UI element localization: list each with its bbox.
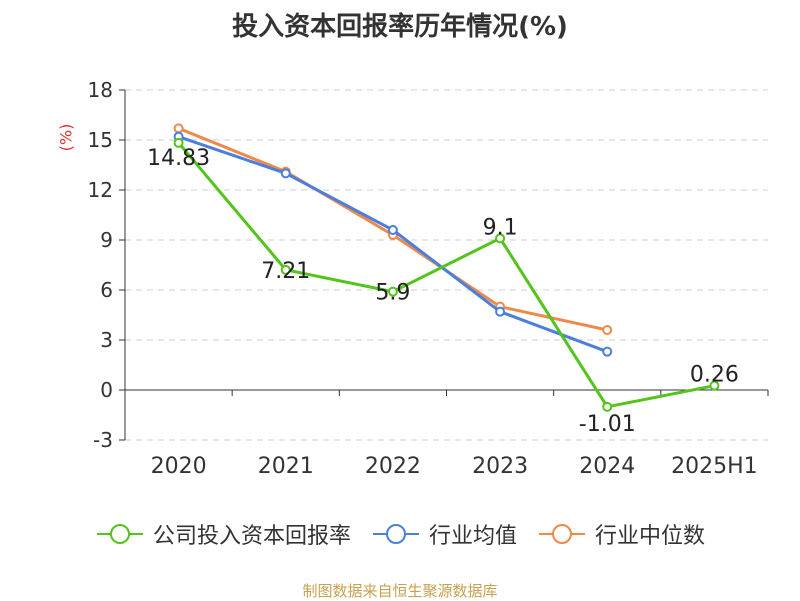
- x-tick-label: 2022: [365, 454, 421, 479]
- data-point: [495, 233, 506, 244]
- line-chart: -3 0 3 6 9 12 15 18 2020 2021 2022 2023 2024 2025H1 1…: [88, 78, 769, 479]
- series-line: [178, 135, 608, 354]
- legend-swatch-icon: [539, 524, 585, 544]
- y-tick-label: 18: [88, 78, 113, 102]
- x-tick-label: 2021: [258, 454, 314, 479]
- legend-swatch-icon: [96, 524, 143, 544]
- legend-item[interactable]: 公司投入资本回报率: [95, 518, 351, 550]
- legend-swatch-icon: [372, 524, 419, 544]
- data-labels: 14.83 7.21 5.9 9.1 -1.01 0.26: [147, 146, 739, 437]
- data-label: 14.83: [147, 146, 210, 171]
- data-point: [602, 346, 613, 357]
- data-point: [602, 401, 613, 412]
- legend: 公司投入资本回报率 行业均值 行业中位数: [0, 518, 800, 550]
- data-point: [602, 325, 613, 335]
- legend-item[interactable]: 行业中位数: [537, 518, 705, 550]
- y-tick-label: 9: [100, 228, 113, 252]
- source-note: 制图数据来自恒生聚源数据库: [302, 582, 498, 600]
- data-point: [173, 137, 184, 148]
- grid-lines: [125, 89, 768, 441]
- y-tick-label: 0: [100, 378, 113, 402]
- data-point: [173, 123, 184, 134]
- y-tick-label: 6: [100, 278, 113, 302]
- data-label: -1.01: [579, 412, 636, 437]
- legend-label: 公司投入资本回报率: [152, 524, 351, 549]
- x-tick-label: 2020: [151, 454, 207, 479]
- data-point: [387, 286, 398, 297]
- data-label: 0.26: [690, 363, 739, 388]
- data-point: [280, 264, 291, 275]
- legend-label: 行业中位数: [595, 524, 706, 549]
- chart-title: 投入资本回报率历年情况(%): [232, 12, 568, 42]
- data-point: [709, 380, 720, 391]
- data-point: [387, 225, 398, 235]
- data-label: 5.9: [375, 281, 410, 306]
- legend-item[interactable]: 行业均值: [371, 518, 517, 550]
- y-tick-label: -3: [93, 428, 113, 452]
- y-tick-label: 15: [88, 128, 113, 152]
- axes: -3 0 3 6 9 12 15 18 2020 2021 2022 2023 2024 2025H1: [88, 78, 769, 479]
- x-tick-label: 2023: [472, 454, 528, 479]
- series-lines: [173, 123, 720, 412]
- data-label: 9.1: [483, 215, 518, 240]
- y-tick-label: 12: [88, 178, 113, 202]
- series-line: [177, 141, 715, 409]
- x-tick-label: 2024: [579, 454, 635, 479]
- data-point: [280, 168, 291, 179]
- legend-label: 行业均值: [428, 524, 517, 549]
- y-tick-label: 3: [100, 328, 113, 352]
- data-point: [495, 306, 506, 317]
- data-label: 7.21: [261, 259, 310, 284]
- x-tick-label: 2025H1: [671, 454, 758, 479]
